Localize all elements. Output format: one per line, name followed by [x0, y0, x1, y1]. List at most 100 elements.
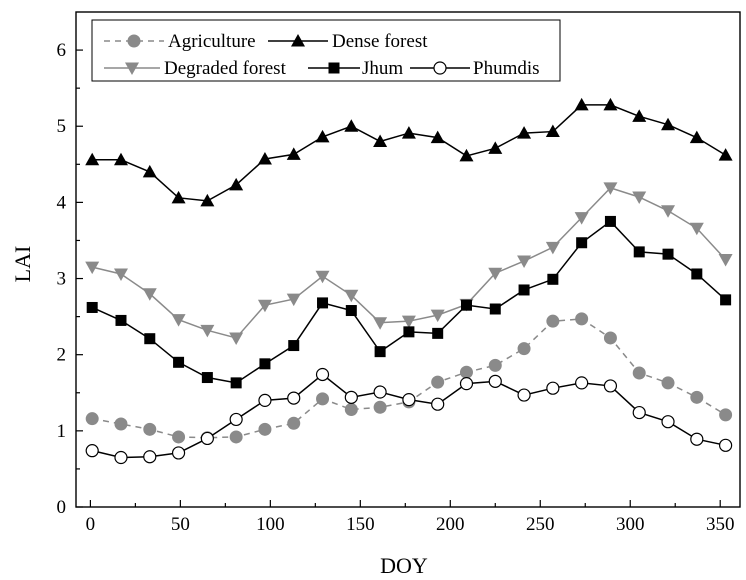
data-point-jhum [173, 356, 185, 368]
series-line-degraded-forest [92, 187, 727, 339]
legend-marker-phumdis [433, 61, 447, 75]
data-point-degraded-forest [488, 267, 503, 281]
data-point-dense-forest [574, 97, 589, 111]
y-tick-label: 1 [57, 421, 67, 442]
data-point-agriculture [603, 331, 617, 345]
data-point-degraded-forest [574, 212, 589, 225]
data-point-jhum [432, 327, 444, 339]
x-tick-label: 0 [86, 514, 96, 535]
data-point-agriculture [488, 358, 502, 372]
data-point-agriculture [661, 376, 675, 390]
data-point-jhum [662, 248, 674, 260]
data-point-jhum [259, 358, 271, 370]
data-point-agriculture [287, 416, 301, 430]
legend-marker-degraded-forest [125, 62, 139, 75]
data-point-phumdis [171, 446, 186, 460]
y-tick-label: 5 [57, 116, 67, 137]
legend-label-phumdis: Phumdis [473, 58, 540, 79]
series-jhum [86, 215, 732, 389]
data-point-degraded-forest [545, 241, 560, 255]
data-point-phumdis [546, 381, 560, 395]
legend-label-jhum: Jhum [362, 58, 403, 79]
legend-item-phumdis: Phumdis [410, 58, 540, 79]
data-point-phumdis [402, 393, 416, 407]
data-point-agriculture [229, 430, 243, 444]
data-point-dense-forest [200, 193, 215, 207]
legend-label-degraded-forest: Degraded forest [164, 58, 287, 79]
data-point-agriculture [143, 422, 157, 436]
data-point-phumdis [517, 388, 531, 402]
x-tick-label: 250 [526, 514, 555, 535]
data-point-dense-forest [430, 130, 445, 144]
data-point-phumdis [85, 444, 99, 458]
data-point-degraded-forest [85, 261, 100, 275]
data-point-dense-forest [85, 152, 100, 166]
x-tick-label: 100 [256, 514, 285, 535]
legend-marker-jhum [328, 62, 340, 74]
data-point-phumdis [459, 377, 474, 391]
data-point-degraded-forest [286, 293, 301, 307]
data-point-dense-forest [517, 126, 532, 139]
data-point-dense-forest [229, 177, 244, 191]
data-point-phumdis [258, 393, 272, 407]
data-point-dense-forest [689, 130, 704, 144]
data-point-degraded-forest [401, 315, 416, 329]
series-layer [85, 97, 733, 465]
data-point-agriculture [344, 403, 358, 417]
data-point-dense-forest [632, 109, 647, 122]
data-point-dense-forest [459, 148, 474, 162]
data-point-phumdis [488, 374, 502, 388]
data-point-jhum [374, 346, 386, 358]
data-point-degraded-forest [632, 191, 647, 205]
data-point-degraded-forest [517, 255, 532, 269]
data-point-phumdis [431, 397, 445, 411]
data-point-agriculture [719, 408, 733, 422]
data-point-jhum [518, 284, 530, 296]
legend-label-agriculture: Agriculture [168, 31, 256, 52]
y-tick-label: 2 [57, 345, 67, 366]
data-point-degraded-forest [718, 254, 733, 267]
data-point-agriculture [459, 365, 473, 379]
data-point-phumdis [143, 450, 157, 464]
x-axis-title: DOY [380, 553, 428, 578]
data-point-dense-forest [286, 147, 301, 160]
data-point-agriculture [632, 366, 646, 380]
data-point-dense-forest [661, 117, 676, 131]
data-point-jhum [547, 273, 559, 285]
data-point-phumdis [200, 431, 214, 446]
data-point-dense-forest [401, 126, 416, 139]
data-point-degraded-forest [113, 268, 128, 281]
data-point-agriculture [431, 375, 445, 389]
legend: Agriculture Dense forest Degraded forest Jh… [91, 19, 561, 82]
data-point-jhum [576, 237, 588, 249]
legend-item-degraded-forest: Degraded forest [104, 58, 287, 79]
series-line-dense-forest [92, 104, 726, 202]
data-point-agriculture [172, 430, 186, 444]
series-dense-forest [85, 97, 733, 207]
data-point-agriculture [575, 312, 589, 326]
data-point-degraded-forest [171, 314, 186, 327]
legend-marker-dense-forest [291, 34, 305, 47]
data-point-agriculture [690, 390, 704, 404]
data-point-dense-forest [718, 148, 733, 161]
data-point-phumdis [603, 379, 618, 393]
legend-label-dense-forest: Dense forest [332, 31, 428, 52]
data-point-degraded-forest [257, 299, 272, 313]
data-point-degraded-forest [373, 317, 388, 330]
data-point-jhum [691, 268, 703, 280]
axes: 0 50 100 150 200 250 300 350 0 1 2 3 4 5 6 [57, 11, 741, 535]
data-point-phumdis [229, 412, 243, 427]
data-point-agriculture [258, 422, 272, 436]
data-point-degraded-forest [315, 270, 330, 284]
data-point-dense-forest [545, 124, 560, 138]
data-point-jhum [144, 333, 156, 345]
data-point-dense-forest [373, 134, 388, 147]
series-phumdis [85, 367, 733, 465]
data-point-degraded-forest [430, 309, 445, 323]
data-point-jhum [633, 246, 645, 258]
data-point-agriculture [85, 412, 99, 426]
y-axis-title: LAI [10, 246, 35, 283]
y-tick-label: 0 [57, 497, 67, 518]
data-point-degraded-forest [603, 182, 618, 195]
